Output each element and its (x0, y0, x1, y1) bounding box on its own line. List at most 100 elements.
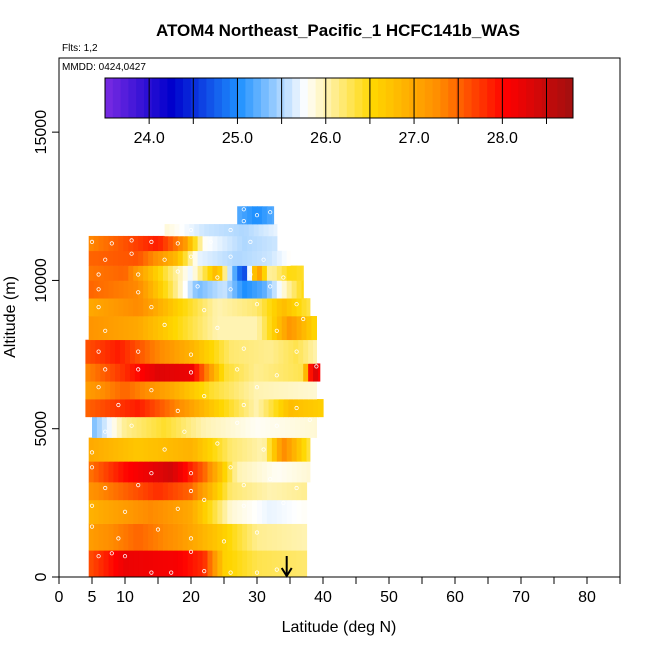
heatmap-cell (138, 298, 144, 317)
heatmap-cell (238, 381, 245, 400)
heatmap-cell (108, 316, 115, 341)
heatmap-cell (197, 461, 204, 483)
heatmap-cell (228, 224, 235, 237)
heatmap-cell (257, 550, 263, 577)
heatmap-cell (283, 381, 289, 400)
heatmap-cell (209, 363, 215, 382)
heatmap-cell (98, 523, 105, 551)
heatmap-cell (257, 250, 263, 266)
heatmap-cell (257, 235, 263, 252)
heatmap-cell (212, 298, 218, 317)
heatmap-cell (105, 399, 111, 418)
heatmap-cell (296, 316, 303, 341)
heatmap-cell (286, 523, 293, 551)
heatmap-cell (129, 399, 136, 418)
heatmap-cell (207, 482, 214, 501)
colorbar-swatch (518, 78, 527, 118)
heatmap-cell (286, 280, 293, 299)
heatmap-cell (103, 280, 110, 299)
x-tick-label: 70 (512, 589, 530, 606)
heatmap-cell (237, 437, 243, 462)
heatmap-cell (214, 363, 220, 382)
sample-point (155, 527, 161, 532)
heatmap-cell (93, 523, 100, 551)
heatmap-cell (227, 437, 233, 462)
heatmap-cell (252, 235, 258, 252)
heatmap-cell (143, 265, 149, 281)
heatmap-cell (240, 416, 247, 438)
heatmap-cell (113, 298, 119, 317)
sample-point (228, 570, 233, 575)
heatmap-cell (172, 298, 179, 317)
heatmap-cell (232, 316, 238, 341)
heatmap-cell (271, 206, 275, 225)
heatmap-cell (177, 280, 184, 299)
sample-point (268, 210, 273, 215)
location-arrow (280, 556, 293, 578)
heatmap-cell (217, 461, 223, 483)
heatmap-cell (268, 399, 275, 418)
heatmap-cell (212, 265, 218, 281)
heatmap-cell (133, 550, 139, 577)
heatmap-cell (258, 224, 265, 237)
heatmap-cell (126, 416, 133, 438)
heatmap-cell (280, 416, 286, 438)
colorbar-swatch (237, 78, 246, 118)
heatmap-cell (161, 416, 167, 438)
heatmap-cell (276, 461, 283, 483)
heatmap-cell (134, 399, 141, 418)
heatmap-cell (177, 298, 184, 317)
heatmap-cell (159, 363, 166, 382)
heatmap-cell (237, 206, 243, 225)
heatmap-cell (261, 461, 268, 483)
sample-point (274, 373, 279, 378)
heatmap-cell (92, 416, 98, 438)
heatmap-cell (88, 461, 95, 483)
heatmap-cell (209, 381, 215, 400)
chart-title: ATOM4 Northeast_Pacific_1 HCFC141b_WAS (156, 21, 520, 40)
heatmap-cell (207, 280, 214, 299)
colorbar-swatch (300, 78, 309, 118)
heatmap-cell (263, 381, 270, 400)
heatmap-cell (278, 339, 284, 364)
heatmap-cell (197, 265, 204, 281)
heatmap-cell (123, 437, 129, 462)
heatmap-cell (204, 381, 210, 400)
sample-point (162, 447, 167, 452)
heatmap-cell (281, 298, 288, 317)
heatmap-cell (174, 381, 181, 400)
heatmap-cell (118, 437, 124, 462)
heatmap-cell (222, 499, 228, 524)
heatmap-cell (103, 499, 110, 524)
heatmap-cell (258, 339, 265, 364)
heatmap-cell (118, 461, 124, 483)
heatmap-cell (138, 280, 144, 299)
heatmap-cell (108, 499, 115, 524)
x-tick-label: 10 (116, 589, 134, 606)
heatmap-cell (227, 280, 233, 299)
colorbar-frame (104, 77, 574, 119)
heatmap-cell (96, 416, 103, 438)
heatmap-cell (217, 250, 223, 266)
heatmap-cell (93, 265, 100, 281)
heatmap-cell (291, 316, 298, 341)
heatmap-cell (276, 265, 283, 281)
heatmap-cell (141, 416, 148, 438)
heatmap-cell (290, 416, 296, 438)
colorbar-swatch (136, 78, 145, 118)
heatmap-cell (179, 224, 185, 237)
heatmap-cell (113, 316, 119, 341)
colorbar-swatch (440, 78, 449, 118)
heatmap-cell (271, 482, 278, 501)
heatmap-cell (134, 381, 141, 400)
heatmap-cell (169, 224, 176, 237)
heatmap-cell (93, 499, 100, 524)
colorbar: 24.0 25.0 26.0 27.0 28.0 (104, 77, 574, 147)
sample-point (241, 402, 246, 408)
sample-point (195, 284, 200, 289)
heatmap-cell (115, 339, 121, 364)
sample-point (254, 570, 260, 575)
colorbar-swatch (331, 78, 340, 118)
x-tick-label: 80 (578, 589, 596, 606)
sample-point (294, 405, 299, 411)
